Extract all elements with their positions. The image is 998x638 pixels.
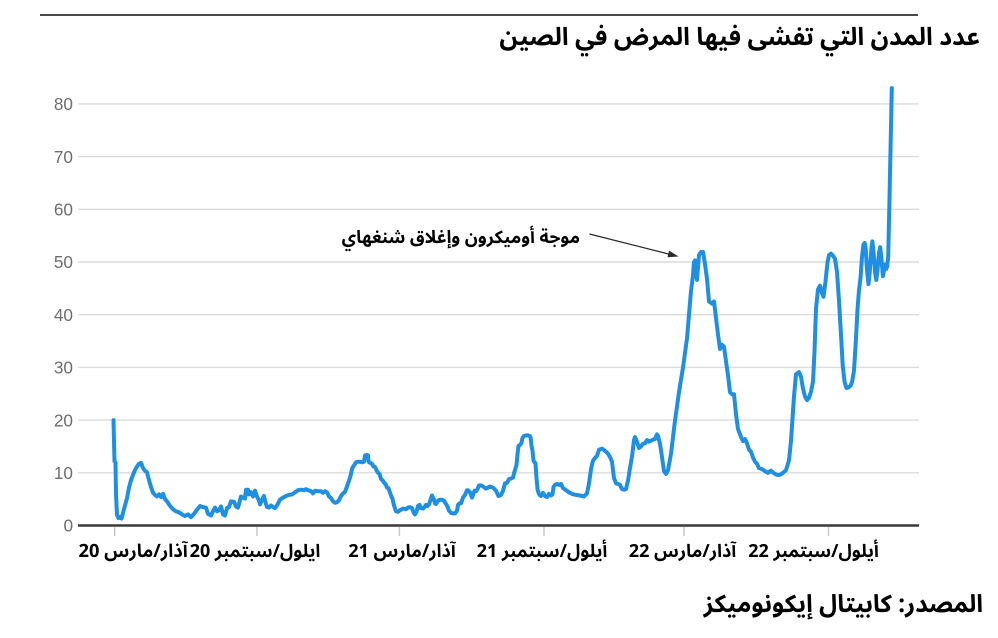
svg-text:10: 10 xyxy=(54,463,73,483)
svg-text:0: 0 xyxy=(63,516,73,536)
svg-text:40: 40 xyxy=(54,305,73,325)
svg-text:20: 20 xyxy=(54,410,73,430)
svg-text:70: 70 xyxy=(54,147,73,167)
svg-text:80: 80 xyxy=(54,94,73,114)
svg-text:50: 50 xyxy=(54,252,73,272)
svg-text:30: 30 xyxy=(54,358,73,378)
svg-text:60: 60 xyxy=(54,200,73,220)
